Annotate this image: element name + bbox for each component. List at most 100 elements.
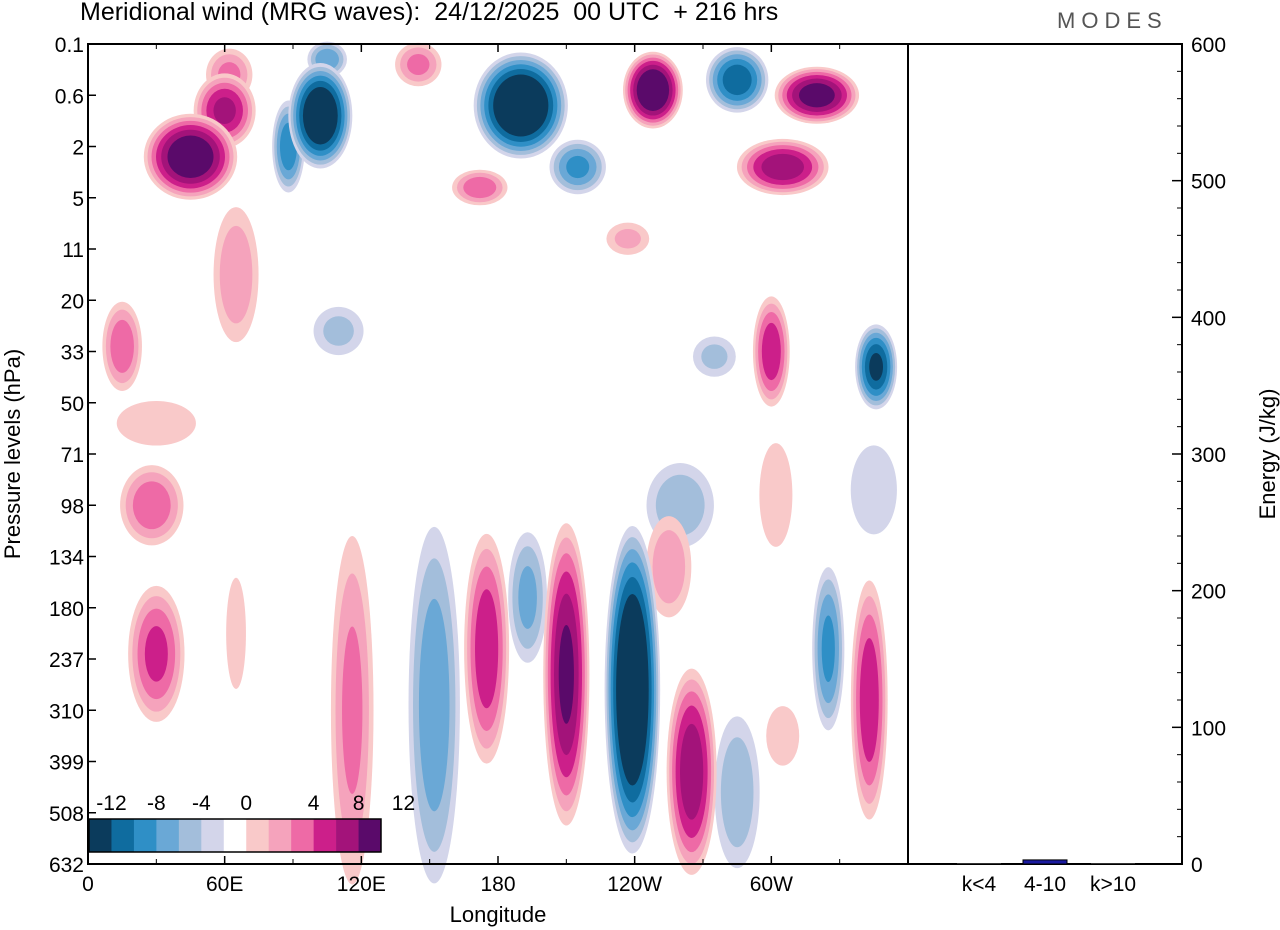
wind-contour-band	[219, 225, 253, 324]
wind-feature-8	[549, 139, 606, 195]
colorbar: -12 -8 -4 0 4 8 12	[88, 792, 415, 853]
energy-tick-label: 600	[1191, 34, 1226, 57]
y-tick-label: 237	[49, 649, 84, 672]
colorbar-swatch	[336, 819, 359, 852]
y-axis-label: Pressure levels (hPa)	[0, 349, 25, 559]
x-tick-label: 60W	[750, 873, 793, 896]
wind-contour-band	[701, 344, 728, 369]
energy-tick-label: 200	[1191, 581, 1226, 604]
wind-contour-band	[418, 598, 450, 812]
wind-feature-29	[408, 526, 460, 884]
wind-feature-18	[752, 296, 790, 407]
x-axis-label: Longitude	[450, 902, 547, 927]
wind-contour-band	[720, 737, 754, 848]
y-tick-label: 71	[61, 444, 84, 467]
colorbar-swatch	[268, 819, 292, 852]
wind-contour-band	[614, 228, 641, 249]
y-tick-label: 20	[61, 290, 84, 313]
wind-feature-12	[736, 138, 829, 196]
y-tick-label: 0.6	[55, 85, 84, 108]
wind-feature-36	[714, 716, 760, 869]
wind-contour-band	[558, 624, 574, 724]
wind-feature-21	[116, 400, 196, 446]
colorbar-swatch	[178, 819, 202, 852]
colorbar-swatch	[111, 819, 135, 852]
wind-feature-11	[774, 66, 860, 124]
energy-bar	[1091, 863, 1135, 864]
wind-contour-band	[144, 626, 168, 682]
wind-feature-9	[622, 51, 683, 129]
wind-contour-band	[566, 155, 590, 179]
wind-contour-band	[859, 638, 879, 762]
energy-category-label: k>10	[1090, 873, 1136, 896]
y-tick-label: 508	[49, 803, 84, 826]
y-tick-label: 11	[62, 239, 84, 262]
wind-contour-band	[226, 577, 246, 689]
wind-feature-6	[395, 42, 442, 87]
wind-feature-23	[850, 445, 897, 535]
colorbar-label: 12	[392, 792, 415, 815]
y-tick-label: 98	[61, 495, 84, 518]
wind-contour-band	[869, 352, 884, 381]
y-tick-label: 0.1	[55, 34, 84, 57]
chart-title: Meridional wind (MRG waves): 24/12/2025 …	[80, 0, 779, 26]
wind-feature-15	[313, 306, 364, 356]
wind-contour-band	[766, 706, 800, 766]
y-tick-label: 33	[61, 342, 84, 365]
wind-contour-band	[110, 319, 134, 373]
brand-logo: MODES	[1057, 8, 1168, 33]
wind-contour-band	[636, 69, 670, 112]
wind-feature-33	[604, 525, 661, 854]
wind-feature-16	[102, 301, 142, 391]
y-tick-label: 2	[72, 137, 84, 160]
colorbar-swatch	[133, 819, 157, 852]
y-tick-label: 180	[49, 598, 84, 621]
wind-contour-band	[407, 54, 430, 75]
wind-feature-7	[473, 52, 568, 159]
energy-tick-label: 0	[1191, 854, 1203, 877]
y-tick-label: 5	[72, 188, 84, 211]
colorbar-swatch	[246, 819, 269, 852]
wind-contour-band	[616, 593, 649, 786]
wind-feature-19	[855, 324, 898, 410]
energy-bar	[957, 863, 1001, 864]
y-tick-label: 632	[49, 854, 84, 877]
wind-contour-band	[302, 87, 338, 145]
wind-feature-32	[543, 523, 590, 826]
x-tick-label: 60E	[206, 873, 243, 896]
energy-tick-label: 100	[1191, 717, 1226, 740]
wind-contour-band	[342, 626, 363, 794]
energy-bar	[1022, 859, 1068, 865]
energy-category-label: 4-10	[1024, 873, 1066, 896]
wind-feature-38	[850, 580, 888, 820]
wind-contour-band	[761, 153, 805, 181]
wind-feature-13	[452, 169, 508, 206]
wind-contour-band	[759, 443, 793, 547]
energy-axis-label: Energy (J/kg)	[1255, 389, 1280, 520]
wind-contour-band	[722, 64, 752, 96]
wind-feature-14	[606, 222, 650, 255]
x-tick-label: 180	[480, 873, 515, 896]
colorbar-swatch	[313, 819, 337, 852]
wind-contour-band	[116, 400, 196, 446]
y-tick-label: 134	[49, 547, 84, 570]
wind-feature-30	[464, 533, 510, 764]
colorbar-label: -12	[96, 792, 126, 815]
wind-contour-band	[132, 481, 171, 530]
wind-feature-20	[692, 336, 736, 377]
wind-feature-34	[666, 668, 717, 875]
colorbar-label: -8	[147, 792, 166, 815]
wind-contour-band	[323, 316, 354, 346]
y-tick-label: 399	[49, 752, 84, 775]
wind-feature-3	[288, 62, 353, 169]
wind-contour-band	[475, 589, 499, 709]
wind-feature-10	[705, 47, 769, 113]
colorbar-swatch	[201, 819, 225, 852]
wind-feature-39	[766, 706, 800, 766]
wind-feature-22	[759, 443, 793, 547]
colorbar-swatch	[89, 819, 112, 852]
wind-feature-37	[812, 567, 845, 731]
y-tick-label: 310	[49, 700, 84, 723]
wind-feature-0	[143, 113, 238, 200]
wind-contour-band	[798, 83, 835, 108]
